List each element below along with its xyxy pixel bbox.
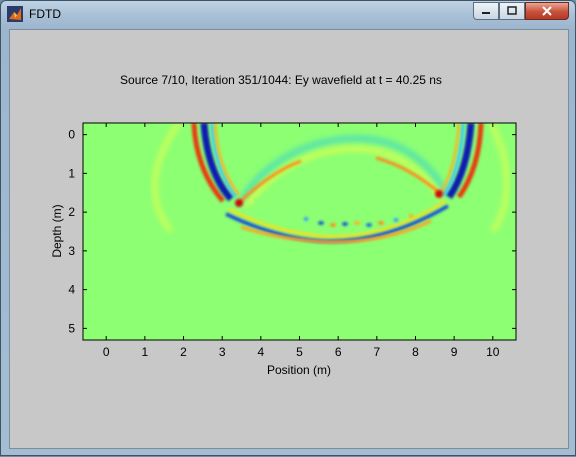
faint-ring-left [151,123,182,233]
right-red-spot [435,190,443,198]
y-tick-label: 3 [68,244,75,258]
x-tick-label: 2 [180,345,187,359]
x-tick-label: 5 [296,345,303,359]
maximize-button[interactable] [499,2,525,20]
x-tick-label: 9 [451,345,458,359]
left-cyan-band [210,123,238,198]
right-diagonal-orange [375,156,442,196]
maximize-icon [507,6,517,15]
bowl-orange [240,219,432,244]
left-red-band [191,123,225,203]
x-tick-label: 3 [219,345,226,359]
close-icon [542,6,552,16]
x-tick-label: 8 [412,345,419,359]
plot-title: Source 7/10, Iteration 351/1044: Ey wave… [120,73,442,87]
right-blue-band [446,123,475,200]
left-orange-band [213,123,240,196]
x-tick-label: 7 [373,345,380,359]
left-blue-band [200,123,234,202]
x-axis-ticks: 0 1 2 3 4 5 6 7 8 9 10 [103,123,500,359]
left-red-spot [235,199,243,207]
upper-yellow-arc [244,147,443,208]
wavefield-image [151,123,511,244]
right-red-band [456,123,484,199]
y-tick-label: 0 [68,128,75,142]
x-tick-label: 4 [257,345,264,359]
x-axis-label: Position (m) [267,363,331,377]
minimize-icon [482,12,490,14]
y-tick-label: 1 [68,166,75,180]
x-tick-label: 1 [142,345,149,359]
y-axis-ticks: 0 1 2 3 4 5 [68,128,516,335]
y-axis-label: Depth (m) [50,204,64,257]
close-button[interactable] [525,2,569,20]
minimize-button[interactable] [473,2,499,20]
x-tick-label: 10 [486,345,500,359]
x-tick-label: 6 [335,345,342,359]
upper-cyan-arc [238,135,449,203]
y-tick-label: 4 [68,283,75,297]
window-title: FDTD [29,7,61,21]
faint-ring-right [488,123,511,233]
window-controls [473,2,569,20]
matlab-logo-icon [7,6,23,22]
right-orange-band [439,123,461,194]
interference-speckles [303,214,414,227]
bowl-yellow [228,199,447,238]
title-bar[interactable]: FDTD [1,1,575,29]
y-tick-label: 2 [68,205,75,219]
right-cyan-band [442,123,465,196]
y-tick-label: 5 [68,321,75,335]
left-diagonal-orange [236,159,302,206]
x-tick-label: 0 [103,345,110,359]
